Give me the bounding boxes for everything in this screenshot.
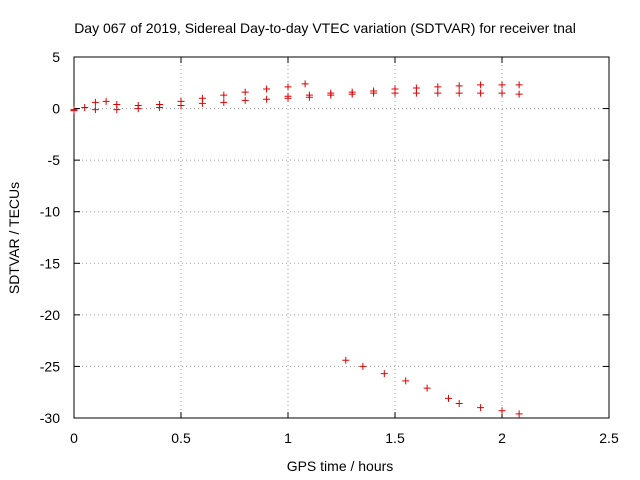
- data-point-marker: [70, 106, 78, 114]
- data-point-marker: [498, 81, 506, 89]
- data-point-marker: [359, 362, 367, 370]
- x-tick-label: 0.5: [171, 430, 191, 446]
- data-point-marker: [455, 400, 463, 408]
- data-point-marker: [284, 83, 292, 91]
- data-point-marker: [220, 98, 228, 106]
- plot-frame: [73, 56, 610, 419]
- chart-title: Day 067 of 2019, Sidereal Day-to-day VTE…: [74, 20, 576, 36]
- y-axis-title: SDTVAR / TECUs: [6, 182, 22, 294]
- data-point-marker: [515, 90, 523, 98]
- x-tick-label: 2: [498, 430, 506, 446]
- data-point-marker: [434, 89, 442, 97]
- series-track-descending: [342, 356, 523, 418]
- axis-ticks: [73, 56, 610, 419]
- data-point-marker: [477, 81, 485, 89]
- y-tick-label: 5: [52, 49, 60, 65]
- x-tick-label: 0: [70, 430, 78, 446]
- data-point-marker: [263, 95, 271, 103]
- data-point-marker: [241, 96, 249, 104]
- data-markers: [70, 80, 523, 418]
- data-point-marker: [91, 98, 99, 106]
- data-point-marker: [284, 92, 292, 100]
- data-point-marker: [305, 91, 313, 99]
- data-point-marker: [434, 83, 442, 91]
- data-point-marker: [391, 85, 399, 93]
- data-point-marker: [156, 104, 164, 112]
- data-point-marker: [515, 81, 523, 89]
- data-point-marker: [498, 407, 506, 415]
- data-point-marker: [455, 82, 463, 90]
- y-tick-label: -25: [40, 358, 60, 374]
- data-point-marker: [515, 410, 523, 418]
- y-tick-label: -10: [40, 204, 60, 220]
- series-track-upper-late: [284, 81, 523, 100]
- data-point-marker: [327, 89, 335, 97]
- data-point-marker: [220, 91, 228, 99]
- x-tick-labels: 0 0.5 1 1.5 2 2.5: [70, 430, 619, 446]
- data-point-marker: [380, 370, 388, 378]
- data-point-marker: [91, 106, 99, 114]
- data-point-marker: [301, 80, 309, 88]
- data-point-marker: [498, 89, 506, 97]
- y-tick-labels: 5 0 -5 -10 -15 -20 -25 -30: [40, 49, 60, 426]
- data-point-marker: [370, 87, 378, 95]
- data-point-marker: [198, 99, 206, 107]
- y-tick-label: -15: [40, 255, 60, 271]
- series-track-lower-long: [70, 89, 523, 114]
- data-point-marker: [263, 85, 271, 93]
- y-tick-label: 0: [52, 101, 60, 117]
- data-point-marker: [455, 89, 463, 97]
- data-point-marker: [477, 89, 485, 97]
- data-point-marker: [423, 384, 431, 392]
- data-point-marker: [445, 394, 452, 402]
- grid-lines: [74, 57, 609, 418]
- y-tick-label: -20: [40, 307, 60, 323]
- y-tick-label: -5: [48, 152, 61, 168]
- data-point-marker: [134, 105, 142, 113]
- data-point-marker: [348, 88, 356, 96]
- data-point-marker: [102, 97, 110, 105]
- data-point-marker: [113, 106, 121, 114]
- x-tick-label: 2.5: [599, 430, 619, 446]
- data-point-marker: [402, 377, 410, 385]
- x-tick-label: 1.5: [385, 430, 405, 446]
- data-point-marker: [412, 84, 420, 92]
- data-point-marker: [81, 104, 89, 112]
- data-point-marker: [177, 101, 185, 109]
- data-point-marker: [241, 88, 249, 96]
- y-tick-label: -30: [40, 410, 60, 426]
- x-axis-title: GPS time / hours: [287, 458, 394, 474]
- x-tick-label: 1: [284, 430, 292, 446]
- data-point-marker: [477, 404, 485, 412]
- data-point-marker: [342, 356, 350, 364]
